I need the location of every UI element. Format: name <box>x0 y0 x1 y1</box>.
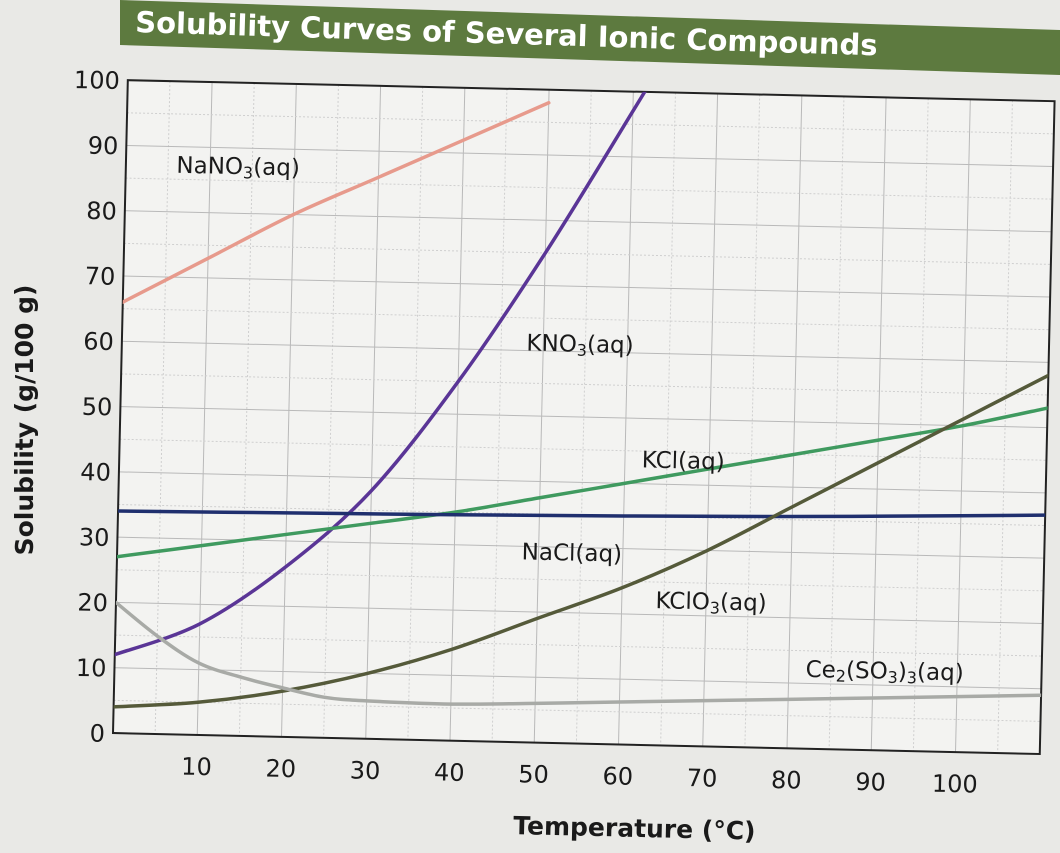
y-tick-label-0: 0 <box>89 719 105 747</box>
curve-label-part: 3 <box>576 341 587 360</box>
curve-label-6: Ce2(SO3)3(aq) <box>805 657 964 689</box>
curve-label-part: Ce <box>805 657 836 684</box>
x-tick-label-10: 10 <box>181 753 212 782</box>
grid-line-y-30 <box>117 536 1045 559</box>
grid-line-y-10 <box>114 667 1042 690</box>
curve-label-part: (aq) <box>587 332 634 359</box>
curve-label-1: NaNO3(aq) <box>176 153 300 184</box>
curve-label-part: 3 <box>907 669 918 688</box>
x-axis-title: Temperature (°C) <box>513 811 756 845</box>
curve-label-part: (SO <box>846 658 888 685</box>
y-tick-label-100: 100 <box>74 66 120 95</box>
x-tick-label-40: 40 <box>434 758 465 787</box>
series-group <box>113 80 1051 709</box>
grid-line-y-60 <box>121 340 1049 363</box>
curve-label-part: ) <box>898 659 908 685</box>
curve-label-part: KClO <box>655 588 710 615</box>
y-tick-label-40: 40 <box>80 458 111 487</box>
grid-line-x-minor-15 <box>238 83 255 736</box>
series-line-1 <box>121 101 551 304</box>
grid-line-x-minor-95 <box>912 98 929 752</box>
y-tick-label-60: 60 <box>83 327 114 356</box>
y-tick-label-80: 80 <box>86 197 117 226</box>
grid-line-x-minor-85 <box>828 96 845 750</box>
curve-label-part: (aq) <box>720 590 767 617</box>
curve-label-3: KCl(aq) <box>642 447 725 475</box>
grid-line-x-minor-75 <box>744 94 761 748</box>
grid-line-y-minor-95 <box>127 112 1054 135</box>
x-tick-label-50: 50 <box>518 760 549 789</box>
grid-line-y-50 <box>120 406 1048 429</box>
grid-line-y-90 <box>126 144 1054 167</box>
y-tick-label-20: 20 <box>77 589 108 618</box>
grid-line-y-minor-65 <box>122 308 1050 331</box>
series-line-4 <box>116 509 1047 519</box>
grid-line-x-minor-105 <box>997 100 1013 754</box>
curve-label-part: KNO <box>526 330 577 357</box>
curve-label-2: KNO3(aq) <box>526 330 634 361</box>
grid-line-y-minor-75 <box>124 242 1051 265</box>
x-tick-label-80: 80 <box>771 766 802 795</box>
curve-label-part: 3 <box>243 164 254 183</box>
y-axis-title: Solubility (g/100 g) <box>10 285 39 556</box>
tick-labels: 10 20 30 40 50 60 70 80 90 100 0 10 20 30 40 50 60 70 80 90… <box>74 66 978 799</box>
curve-label-part: KCl(aq) <box>642 447 725 475</box>
y-tick-label-30: 30 <box>79 523 110 552</box>
plot-frame <box>111 79 1056 756</box>
x-tick-label-70: 70 <box>686 764 717 793</box>
grid-line-y-minor-25 <box>116 569 1044 592</box>
curve-label-4: NaCl(aq) <box>521 539 622 567</box>
grid-line-x-minor-55 <box>575 90 592 744</box>
x-tick-label-60: 60 <box>602 762 633 791</box>
grid-line-y-minor-15 <box>115 634 1042 657</box>
x-tick-label-20: 20 <box>265 754 296 783</box>
curve-label-part: 2 <box>836 667 847 686</box>
grid-line-x-minor-65 <box>660 92 676 746</box>
grid-line-y-40 <box>118 471 1046 494</box>
series-line-5 <box>113 373 1051 709</box>
x-tick-label-30: 30 <box>349 756 380 785</box>
grid-line-y-80 <box>124 210 1052 233</box>
y-tick-label-10: 10 <box>76 654 107 683</box>
curve-label-part: NaCl(aq) <box>521 539 622 567</box>
grid-line-y-minor-55 <box>121 373 1048 396</box>
x-tick-label-100: 100 <box>932 770 978 799</box>
grid-line-y-70 <box>123 275 1051 298</box>
grid-line-x-minor-35 <box>407 86 424 740</box>
title-banner: Solubility Curves of Several Ionic Compo… <box>120 0 1060 75</box>
grid-line-y-20 <box>115 601 1043 624</box>
curve-label-5: KClO3(aq) <box>655 588 767 619</box>
grid-line-y-minor-35 <box>118 504 1045 527</box>
series-line-2 <box>113 80 670 657</box>
curve-labels: NaNO3(aq)KNO3(aq)KCl(aq)NaCl(aq)KClO3(aq… <box>176 153 964 689</box>
series-line-3 <box>115 406 1050 559</box>
grid-line-y-minor-85 <box>125 177 1053 200</box>
y-tick-label-70: 70 <box>84 262 115 291</box>
x-tick-label-90: 90 <box>855 768 886 797</box>
grid-line-x-minor-5 <box>154 81 171 734</box>
curve-label-part: (aq) <box>917 659 964 686</box>
y-tick-label-50: 50 <box>82 393 113 422</box>
curve-label-part: (aq) <box>253 154 300 181</box>
curve-label-part: 3 <box>710 599 721 618</box>
curve-label-part: 3 <box>887 668 898 687</box>
plot-area: 10 20 30 40 50 60 70 80 90 100 0 10 20 30 40 50 60 70 80 90… <box>74 66 1056 846</box>
y-tick-label-90: 90 <box>87 132 118 161</box>
curve-label-part: NaNO <box>176 153 243 181</box>
grid-line-y-minor-5 <box>113 699 1041 722</box>
series-line-6 <box>114 600 1043 706</box>
